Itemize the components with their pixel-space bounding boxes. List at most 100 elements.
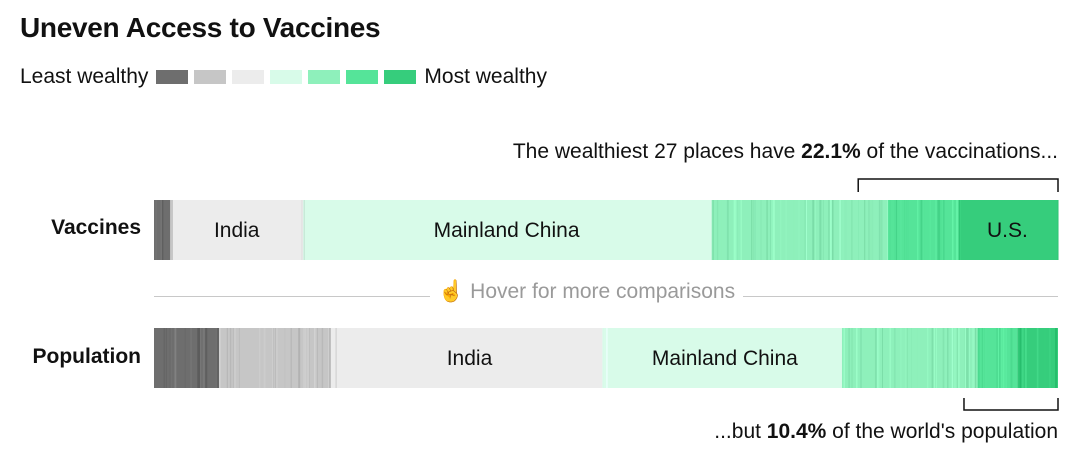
- country-stripe: [298, 328, 301, 388]
- country-stripe: [1025, 328, 1027, 388]
- country-stripe: [712, 200, 714, 260]
- country-stripe: [1057, 200, 1059, 260]
- country-stripe: [772, 200, 775, 260]
- country-stripe: [273, 328, 274, 388]
- row-label-population: Population: [32, 345, 142, 368]
- country-stripe: [317, 328, 318, 388]
- country-stripe: [957, 328, 958, 388]
- country-stripe: [911, 328, 912, 388]
- country-stripe: [923, 200, 925, 260]
- country-stripe: [770, 200, 773, 260]
- country-stripe: [1000, 328, 1003, 388]
- bar-segment-vaccines-group-2[interactable]: [170, 200, 173, 260]
- country-stripe: [856, 328, 858, 388]
- country-stripe: [870, 200, 872, 260]
- country-stripe: [219, 328, 221, 388]
- country-stripe: [785, 200, 788, 260]
- country-stripe: [329, 328, 331, 388]
- country-stripe: [737, 200, 738, 260]
- country-stripe: [234, 328, 236, 388]
- bracket-population: [963, 398, 1059, 411]
- bottom-annotation-suffix: of the world's population: [826, 420, 1058, 443]
- country-stripe: [721, 200, 723, 260]
- country-stripe: [163, 328, 165, 388]
- country-stripe: [900, 200, 902, 260]
- country-stripe: [170, 328, 172, 388]
- country-stripe: [335, 328, 338, 388]
- country-stripe: [162, 328, 164, 388]
- country-stripe: [727, 200, 729, 260]
- country-stripe: [879, 200, 881, 260]
- country-stripe: [155, 200, 158, 260]
- country-stripe: [320, 328, 322, 388]
- bar-segment-vaccines-group-7[interactable]: [958, 200, 1058, 260]
- country-stripe: [197, 328, 199, 388]
- country-stripe: [965, 328, 966, 388]
- row-label-vaccines: Vaccines: [51, 216, 141, 239]
- country-stripe: [906, 200, 908, 260]
- legend-swatch-3: [232, 70, 265, 84]
- country-stripe: [894, 200, 896, 260]
- country-stripe: [972, 328, 974, 388]
- bar-segment-vaccines-group-5[interactable]: [711, 200, 889, 260]
- bar-segment-vaccines-group-3[interactable]: [172, 200, 304, 260]
- country-stripe: [819, 200, 821, 260]
- country-stripe: [889, 200, 891, 260]
- country-stripe: [968, 328, 970, 388]
- country-stripe: [814, 200, 816, 260]
- country-stripe: [751, 200, 753, 260]
- country-stripe: [917, 200, 919, 260]
- top-annotation: The wealthiest 27 places have 22.1% of t…: [513, 140, 1058, 164]
- country-stripe: [951, 200, 954, 260]
- country-stripe: [301, 200, 303, 260]
- country-stripe: [822, 200, 825, 260]
- country-stripe: [226, 328, 228, 388]
- country-stripe: [844, 200, 847, 260]
- country-stripe: [889, 328, 892, 388]
- country-stripe: [304, 328, 307, 388]
- country-stripe: [322, 328, 324, 388]
- country-stripe: [874, 328, 877, 388]
- country-stripe: [927, 328, 929, 388]
- bar-segment-vaccines-group-4[interactable]: [303, 200, 712, 260]
- bar-segment-population-group-4[interactable]: [602, 328, 842, 388]
- country-stripe: [946, 328, 949, 388]
- country-stripe: [202, 328, 205, 388]
- legend-swatches: [156, 70, 417, 84]
- bottom-annotation-prefix: ...but: [714, 420, 767, 443]
- bar-segment-population-group-3[interactable]: [331, 328, 603, 388]
- country-stripe: [920, 200, 923, 260]
- country-stripe: [215, 328, 217, 388]
- country-stripe: [1017, 328, 1020, 388]
- bar-label-vaccines-india: India: [214, 219, 260, 242]
- bar-segment-population-group-2[interactable]: [219, 328, 332, 388]
- country-stripe: [829, 200, 832, 260]
- country-stripe: [290, 328, 293, 388]
- country-stripe: [276, 328, 278, 388]
- chart-title: Uneven Access to Vaccines: [20, 12, 381, 43]
- country-stripe: [198, 328, 201, 388]
- legend-swatch-1: [156, 70, 189, 84]
- country-stripe: [877, 328, 880, 388]
- country-stripe: [943, 200, 945, 260]
- country-stripe: [882, 328, 883, 388]
- country-stripe: [831, 200, 834, 260]
- bottom-annotation: ...but 10.4% of the world's population: [714, 420, 1058, 444]
- country-stripe: [157, 200, 160, 260]
- country-stripe: [190, 328, 192, 388]
- country-stripe: [905, 328, 906, 388]
- country-stripe: [820, 200, 822, 260]
- country-stripe: [851, 328, 853, 388]
- bracket-vaccines: [857, 178, 1059, 192]
- country-stripe: [733, 200, 735, 260]
- country-stripe: [321, 328, 323, 388]
- country-stripe: [959, 200, 960, 260]
- country-stripe: [851, 200, 853, 260]
- hover-hint[interactable]: ☝ Hover for more comparisons: [430, 280, 744, 304]
- country-stripe: [160, 200, 162, 260]
- country-stripe: [199, 328, 202, 388]
- bar-segment-population-group-1[interactable]: [154, 328, 220, 388]
- country-stripe: [861, 328, 864, 388]
- bar-label-vaccines-mainland-china: Mainland China: [434, 219, 580, 242]
- country-stripe: [205, 328, 208, 388]
